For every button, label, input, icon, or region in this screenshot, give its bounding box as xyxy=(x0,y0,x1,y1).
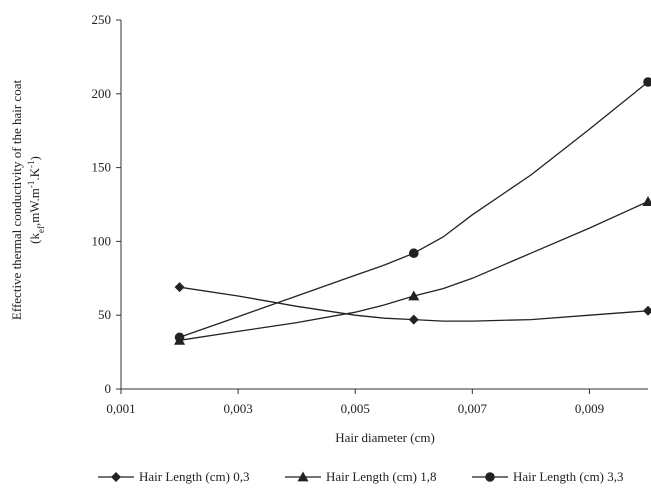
diamond-marker xyxy=(175,282,185,292)
y-tick-label: 50 xyxy=(98,307,111,322)
y-unit-superscript-2: -1 xyxy=(26,161,36,169)
y-axis-title: Effective thermal conductivity of the ha… xyxy=(9,80,24,321)
legend-label: Hair Length (cm) 0,3 xyxy=(139,469,249,484)
y-tick-label: 100 xyxy=(92,233,112,248)
axes-layer: 0 50 100 150 200 250 0,001 0,003 0,005 0,007 0,009 xyxy=(92,12,649,416)
x-tick-label: 0,007 xyxy=(458,401,488,416)
y-unit-subscript: ef xyxy=(36,226,46,233)
legend: Hair Length (cm) 0,3 Hair Length (cm) 1,8… xyxy=(98,469,623,484)
diamond-marker xyxy=(409,315,419,325)
y-unit-open: (k xyxy=(27,232,42,243)
y-tick-label: 250 xyxy=(92,12,112,27)
circle-marker xyxy=(485,472,495,482)
x-tick-label: 0,001 xyxy=(106,401,135,416)
labels-layer: Hair diameter (cm) Effective thermal con… xyxy=(9,80,435,445)
legend-item: Hair Length (cm) 3,3 xyxy=(472,469,623,484)
diamond-marker xyxy=(643,306,651,316)
circle-marker xyxy=(175,333,185,343)
y-tick-label: 0 xyxy=(105,381,112,396)
y-unit-mid: .K xyxy=(27,167,42,180)
x-axis-title: Hair diameter (cm) xyxy=(335,430,435,445)
diamond-marker xyxy=(111,472,121,482)
y-axis-unit: (kef,mW.m-1.K-1) xyxy=(26,156,46,244)
y-tick-label: 200 xyxy=(92,86,112,101)
series-3 xyxy=(175,77,651,342)
legend-item: Hair Length (cm) 0,3 xyxy=(98,469,249,484)
triangle-marker xyxy=(643,196,651,206)
y-tick-label: 150 xyxy=(92,160,112,175)
x-tick-label: 0,003 xyxy=(223,401,252,416)
series-1 xyxy=(175,282,651,324)
legend-label: Hair Length (cm) 3,3 xyxy=(513,469,623,484)
circle-marker xyxy=(409,248,419,258)
x-tick-label: 0,005 xyxy=(341,401,370,416)
y-unit-close: ) xyxy=(27,156,42,160)
series-layer xyxy=(174,77,651,345)
y-unit-body: ,mW.m xyxy=(27,188,42,226)
y-unit-superscript-1: -1 xyxy=(26,181,36,189)
x-tick-label: 0,009 xyxy=(575,401,604,416)
legend-item: Hair Length (cm) 1,8 xyxy=(285,469,436,484)
legend-label: Hair Length (cm) 1,8 xyxy=(326,469,436,484)
